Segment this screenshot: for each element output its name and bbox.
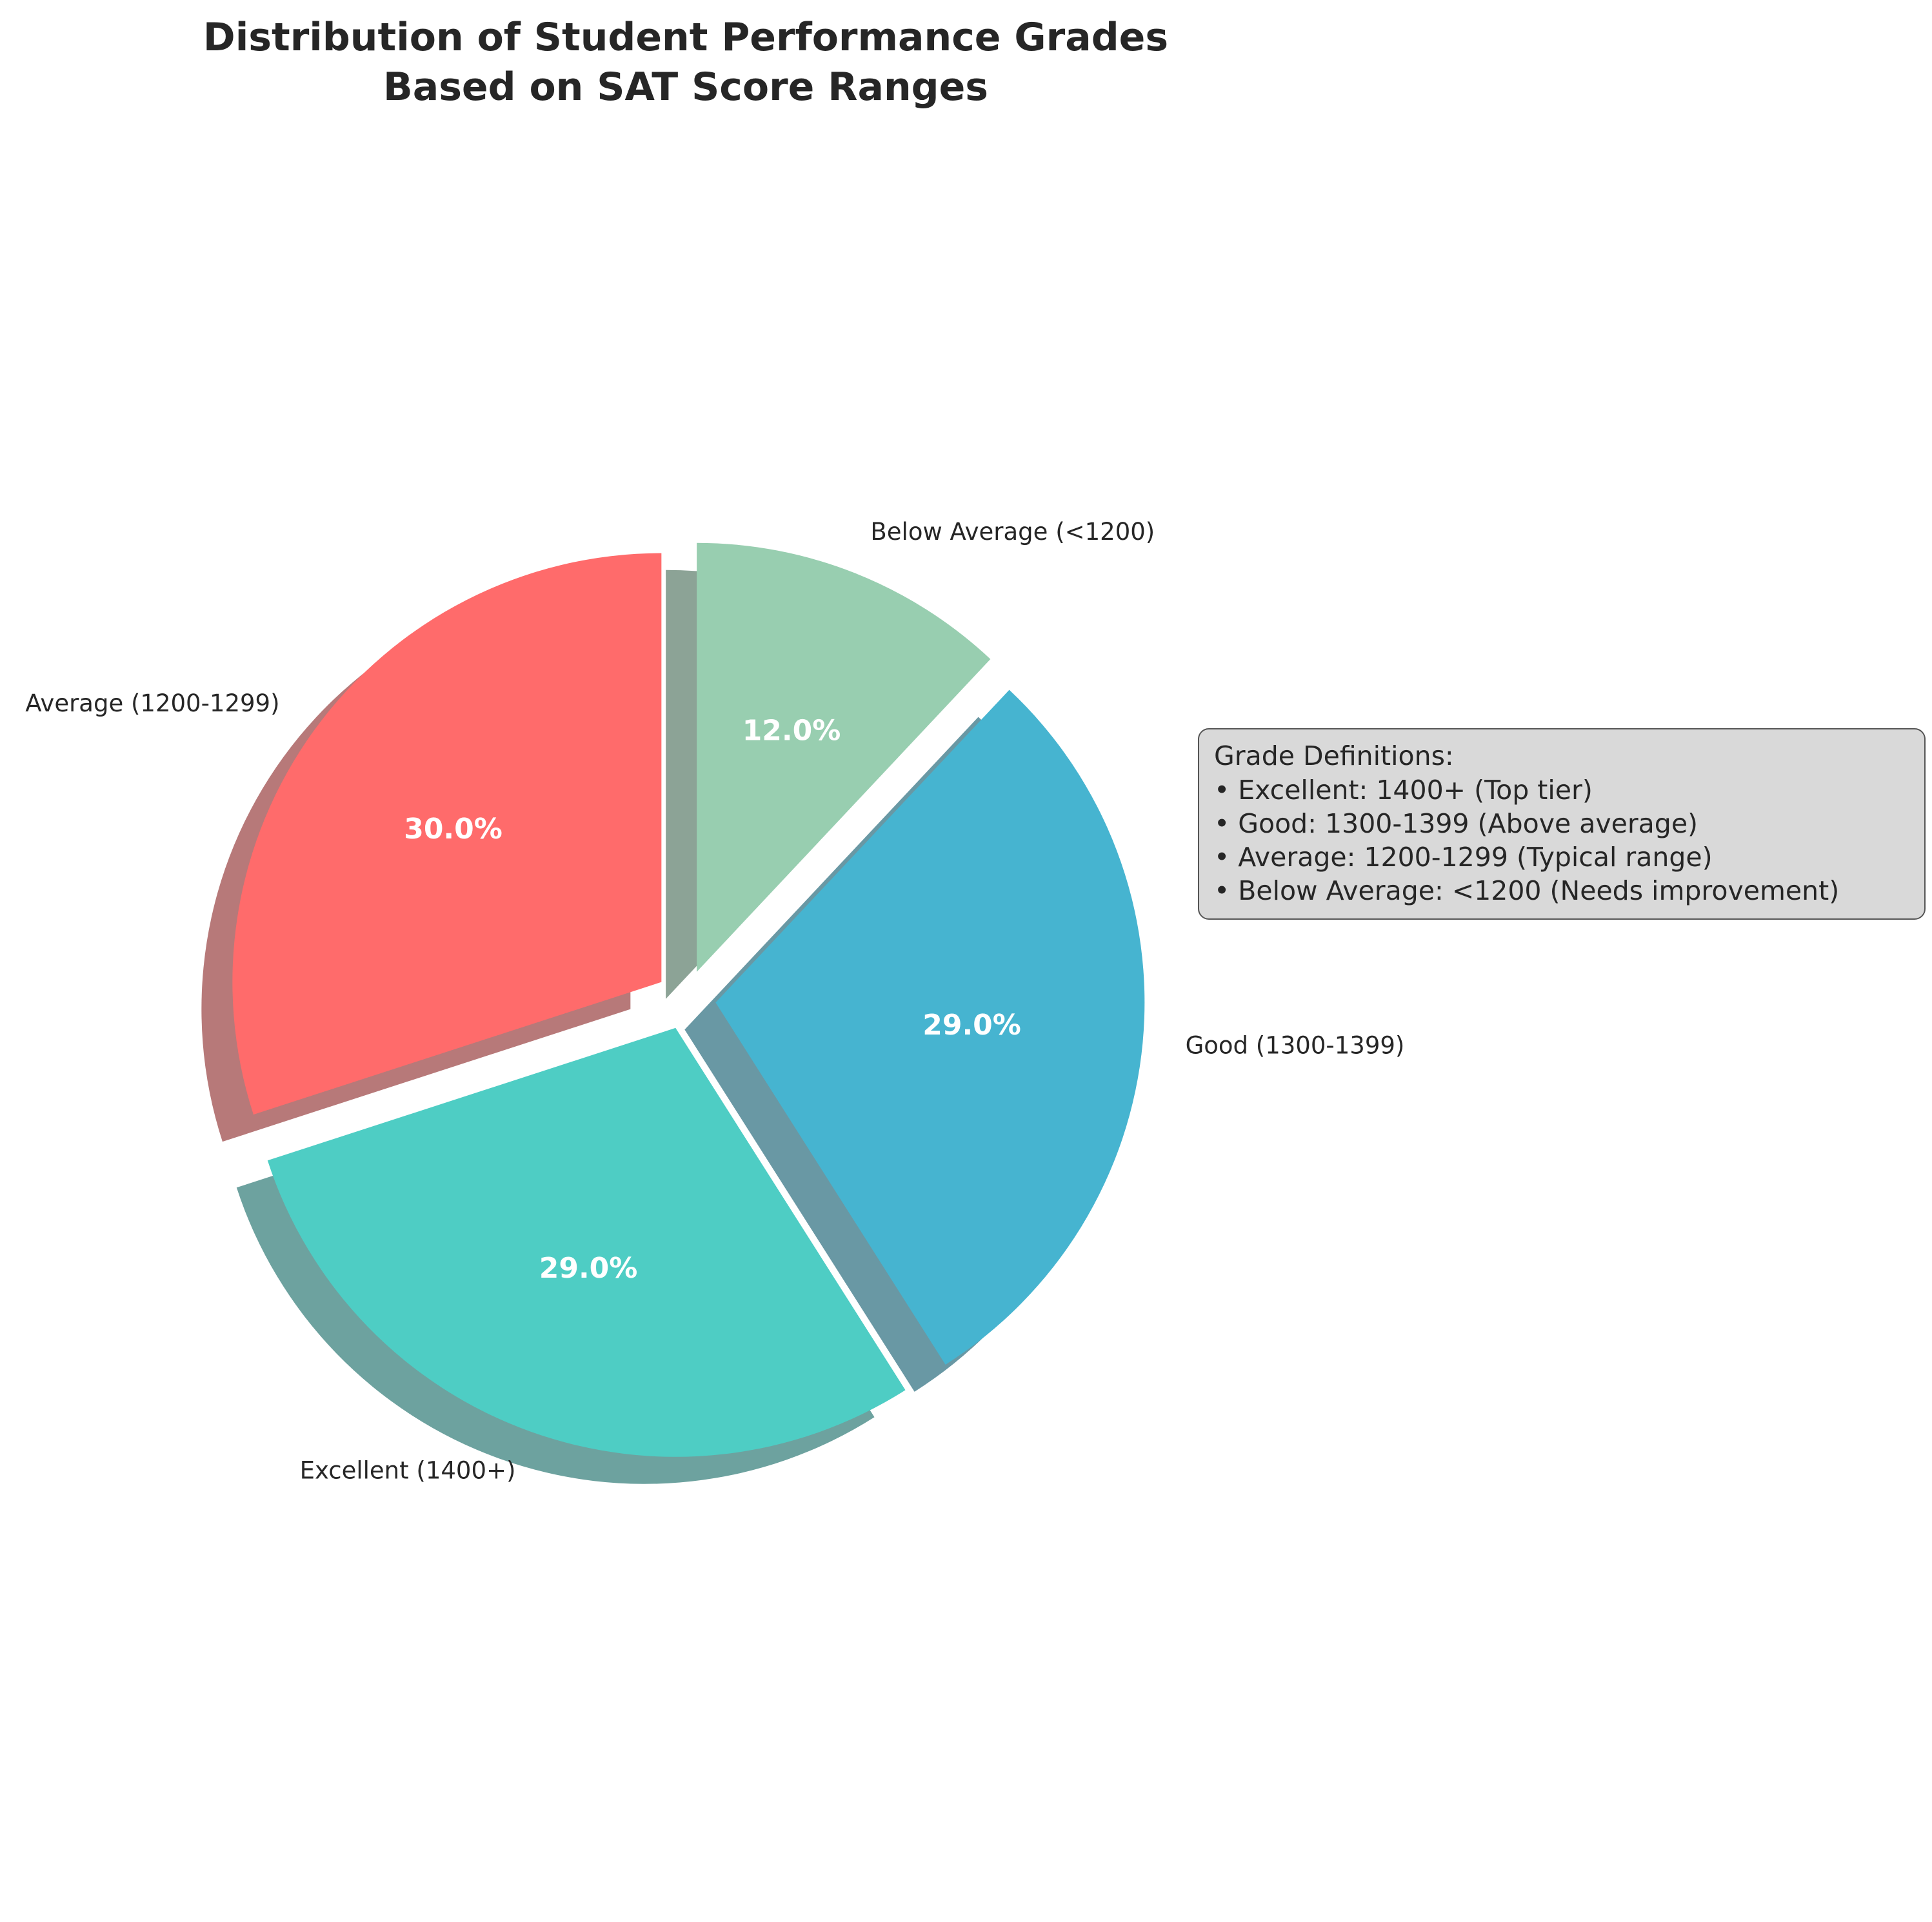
slice-percent-excellent-1400: 29.0% bbox=[539, 1252, 638, 1285]
pie-slice-good-1300-1399 bbox=[715, 689, 1145, 1365]
grade-definitions-box: Grade Definitions: • Excellent: 1400+ (T… bbox=[1198, 728, 1926, 920]
slice-label-below-average-1200: Below Average (<1200) bbox=[870, 518, 1155, 546]
grade-definitions-title: Grade Definitions: bbox=[1214, 740, 1454, 771]
grade-definition-excellent: • Excellent: 1400+ (Top tier) bbox=[1214, 775, 1593, 806]
grade-definition-good: • Good: 1300-1399 (Above average) bbox=[1214, 808, 1698, 839]
grade-definitions-background bbox=[1198, 728, 1926, 920]
slice-label-excellent-1400: Excellent (1400+) bbox=[300, 1457, 516, 1485]
slice-percent-good-1300-1399: 29.0% bbox=[922, 1009, 1021, 1042]
slice-percent-average-1200-1299: 30.0% bbox=[404, 813, 503, 846]
slice-label-average-1200-1299: Average (1200-1299) bbox=[25, 689, 279, 717]
chart-title-line-1: Distribution of Student Performance Grad… bbox=[203, 15, 1168, 60]
pie-slice-below-average-1200 bbox=[697, 542, 991, 972]
chart-title: Distribution of Student Performance Grad… bbox=[203, 15, 1168, 110]
slice-label-good-1300-1399: Good (1300-1399) bbox=[1186, 1032, 1405, 1060]
pie-slices bbox=[232, 542, 1145, 1457]
slice-labels: Below Average (<1200) 12.0% Good (1300-139… bbox=[25, 518, 1404, 1484]
grade-definition-average: • Average: 1200-1299 (Typical range) bbox=[1214, 842, 1713, 873]
chart-title-line-2: Based on SAT Score Ranges bbox=[383, 64, 988, 110]
slice-percent-below-average-1200: 12.0% bbox=[742, 715, 841, 748]
grade-definition-below-average: • Below Average: <1200 (Needs improvemen… bbox=[1214, 875, 1839, 906]
pie-slice-average-1200-1299 bbox=[232, 553, 662, 1115]
pie-slice-excellent-1400 bbox=[267, 1027, 906, 1457]
